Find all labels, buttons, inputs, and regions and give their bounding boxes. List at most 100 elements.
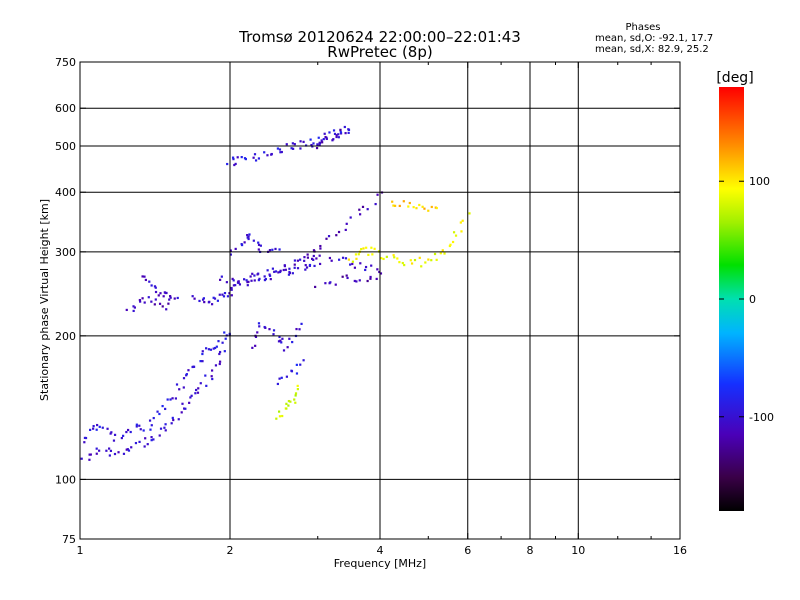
- data-point: [287, 399, 290, 403]
- data-point: [130, 446, 133, 449]
- data-point: [318, 262, 322, 266]
- data-point: [324, 282, 327, 285]
- data-point: [273, 270, 276, 273]
- data-point: [304, 264, 307, 267]
- data-point: [159, 427, 163, 430]
- data-point: [126, 448, 129, 451]
- data-point: [164, 407, 167, 411]
- data-point: [402, 200, 405, 203]
- data-point: [169, 296, 172, 299]
- data-point: [218, 352, 221, 356]
- data-point: [221, 293, 224, 296]
- data-point: [217, 340, 220, 343]
- data-point: [285, 143, 288, 146]
- data-point: [199, 360, 202, 363]
- data-point: [318, 143, 321, 146]
- data-point: [259, 244, 262, 247]
- data-point: [231, 156, 235, 159]
- data-point: [292, 147, 295, 150]
- data-point: [154, 290, 158, 294]
- data-point: [226, 162, 229, 166]
- data-point: [185, 374, 188, 377]
- data-point: [169, 295, 172, 298]
- data-point: [369, 277, 372, 280]
- data-point: [347, 128, 350, 131]
- data-point: [248, 233, 251, 236]
- data-point: [192, 365, 196, 368]
- data-point: [278, 415, 282, 418]
- data-point: [266, 269, 269, 272]
- data-point: [112, 439, 116, 442]
- data-point: [349, 216, 352, 219]
- data-point: [378, 270, 381, 274]
- data-point: [344, 228, 347, 232]
- data-point: [344, 257, 348, 260]
- data-point: [218, 350, 222, 354]
- data-point: [257, 241, 260, 244]
- data-point: [293, 259, 297, 262]
- data-point: [92, 424, 95, 428]
- data-point: [125, 430, 128, 434]
- data-point: [376, 268, 379, 271]
- data-point: [296, 267, 300, 270]
- data-point: [268, 273, 271, 276]
- data-point: [288, 267, 291, 270]
- data-point: [344, 132, 347, 135]
- data-point: [182, 386, 185, 389]
- data-point: [287, 273, 291, 276]
- data-point: [138, 424, 141, 427]
- data-point: [216, 299, 219, 302]
- data-point: [190, 394, 193, 397]
- data-point: [232, 279, 235, 282]
- colorbar-tick-label: -100: [749, 411, 774, 424]
- data-point: [285, 402, 288, 405]
- data-point: [357, 253, 360, 256]
- data-point: [298, 328, 301, 331]
- data-point: [296, 384, 299, 388]
- data-point: [306, 256, 310, 259]
- data-point: [308, 263, 312, 267]
- x-tick-label: 6: [464, 544, 471, 557]
- data-point: [353, 279, 356, 283]
- data-point: [164, 429, 167, 432]
- data-point: [392, 254, 395, 257]
- data-point: [247, 280, 250, 283]
- data-point: [333, 132, 337, 135]
- data-point: [370, 246, 373, 249]
- data-point: [184, 407, 187, 410]
- data-point: [366, 208, 369, 211]
- data-point: [347, 258, 351, 261]
- data-point: [358, 279, 361, 282]
- data-point: [274, 247, 277, 251]
- data-point: [315, 257, 318, 260]
- data-point: [360, 248, 363, 251]
- data-point: [96, 423, 99, 427]
- data-point: [427, 258, 430, 261]
- x-tick-label: 1: [77, 544, 84, 557]
- data-point: [280, 341, 283, 344]
- data-point: [341, 275, 344, 278]
- data-point: [461, 219, 464, 222]
- colorbar-label: [deg]: [716, 70, 753, 86]
- data-point: [272, 329, 276, 332]
- data-point: [282, 349, 286, 352]
- data-point: [120, 436, 123, 440]
- data-point: [328, 131, 331, 134]
- data-point: [339, 131, 343, 134]
- x-tick-label: 4: [377, 544, 384, 557]
- data-point: [279, 270, 282, 274]
- data-point: [229, 249, 232, 252]
- y-axis-ticks: 75 100 200 300 400 500 600 750: [55, 56, 680, 546]
- data-point: [199, 382, 202, 385]
- data-point: [212, 347, 215, 350]
- data-point: [80, 457, 83, 460]
- data-point: [302, 359, 305, 362]
- data-point: [279, 339, 282, 342]
- data-point: [243, 241, 246, 244]
- phases-heading: Phases: [625, 22, 660, 33]
- data-point: [211, 377, 214, 381]
- data-point: [283, 265, 287, 268]
- data-point: [132, 309, 135, 313]
- data-point: [382, 257, 385, 261]
